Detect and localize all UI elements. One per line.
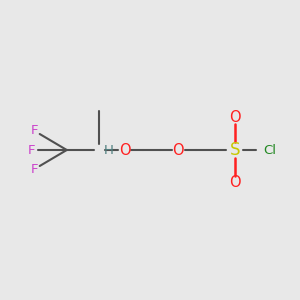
Text: O: O (172, 142, 184, 158)
Text: H: H (104, 143, 114, 157)
Text: O: O (229, 175, 241, 190)
Text: F: F (30, 124, 38, 137)
Text: S: S (230, 141, 240, 159)
Text: F: F (30, 163, 38, 176)
Text: O: O (119, 142, 130, 158)
Text: Cl: Cl (263, 143, 276, 157)
Text: O: O (229, 110, 241, 125)
Text: F: F (27, 143, 35, 157)
